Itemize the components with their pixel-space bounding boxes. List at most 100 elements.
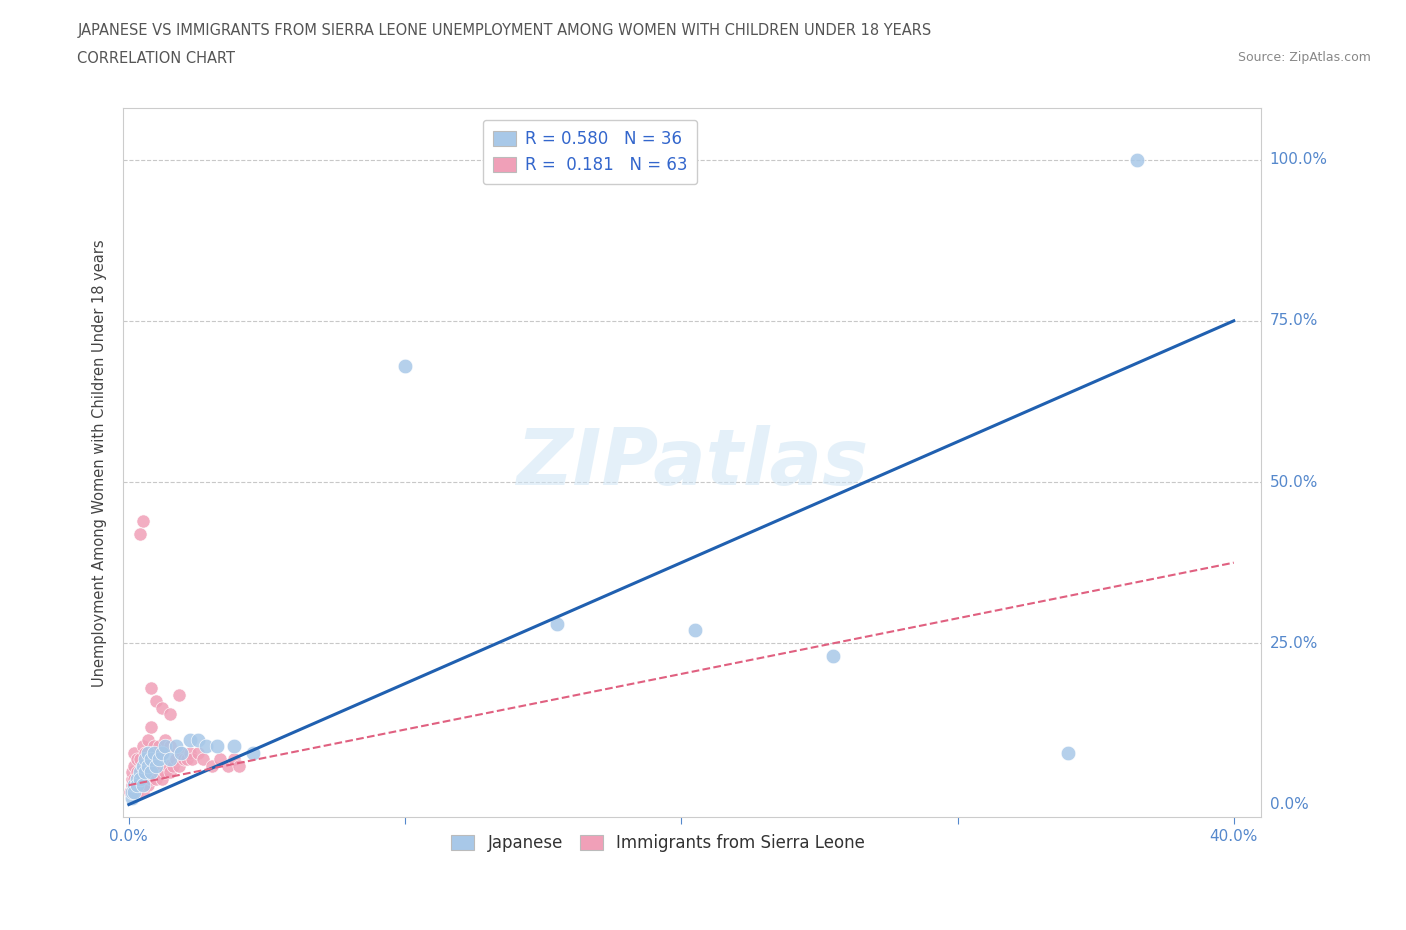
Point	[131, 777, 153, 792]
Point	[150, 700, 173, 715]
Point	[134, 764, 156, 779]
Point	[179, 733, 201, 748]
Point	[139, 752, 162, 767]
Point	[167, 758, 190, 773]
Point	[823, 649, 845, 664]
Point	[124, 784, 146, 799]
Point	[145, 771, 167, 786]
Point	[128, 764, 150, 779]
Point	[150, 771, 173, 786]
Point	[153, 764, 176, 779]
Point	[120, 784, 142, 799]
Text: 50.0%: 50.0%	[1270, 474, 1317, 489]
Point	[242, 746, 264, 761]
Point	[134, 746, 156, 761]
Point	[124, 771, 146, 786]
Point	[546, 617, 568, 631]
Point	[131, 739, 153, 754]
Point	[142, 764, 165, 779]
Text: CORRELATION CHART: CORRELATION CHART	[77, 51, 235, 66]
Point	[159, 764, 181, 779]
Point	[136, 777, 159, 792]
Point	[127, 752, 149, 767]
Point	[150, 746, 173, 761]
Point	[159, 739, 181, 754]
Point	[136, 746, 159, 761]
Point	[121, 777, 143, 792]
Point	[128, 752, 150, 767]
Point	[1057, 746, 1080, 761]
Point	[187, 733, 209, 748]
Text: 100.0%: 100.0%	[1270, 153, 1327, 167]
Y-axis label: Unemployment Among Women with Children Under 18 years: Unemployment Among Women with Children U…	[93, 239, 107, 686]
Point	[148, 739, 170, 754]
Point	[1126, 153, 1149, 167]
Text: Source: ZipAtlas.com: Source: ZipAtlas.com	[1237, 51, 1371, 64]
Point	[187, 746, 209, 761]
Point	[148, 764, 170, 779]
Point	[136, 733, 159, 748]
Point	[136, 758, 159, 773]
Point	[205, 739, 228, 754]
Text: 0.0%: 0.0%	[1270, 797, 1309, 812]
Point	[145, 746, 167, 761]
Point	[159, 752, 181, 767]
Point	[139, 764, 162, 779]
Text: JAPANESE VS IMMIGRANTS FROM SIERRA LEONE UNEMPLOYMENT AMONG WOMEN WITH CHILDREN : JAPANESE VS IMMIGRANTS FROM SIERRA LEONE…	[77, 23, 932, 38]
Point	[128, 526, 150, 541]
Text: ZIPatlas: ZIPatlas	[516, 425, 869, 500]
Point	[217, 758, 239, 773]
Point	[145, 758, 167, 773]
Point	[134, 752, 156, 767]
Point	[127, 784, 149, 799]
Point	[165, 739, 187, 754]
Point	[124, 746, 146, 761]
Point	[127, 771, 149, 786]
Point	[176, 752, 198, 767]
Point	[683, 623, 706, 638]
Point	[121, 771, 143, 786]
Point	[139, 720, 162, 735]
Point	[121, 764, 143, 779]
Point	[134, 764, 156, 779]
Point	[170, 746, 193, 761]
Point	[159, 707, 181, 722]
Text: 75.0%: 75.0%	[1270, 313, 1317, 328]
Point	[121, 790, 143, 805]
Point	[142, 739, 165, 754]
Point	[127, 777, 149, 792]
Point	[128, 764, 150, 779]
Point	[148, 752, 170, 767]
Point	[136, 758, 159, 773]
Point	[394, 359, 416, 374]
Point	[139, 752, 162, 767]
Point	[167, 687, 190, 702]
Point	[156, 758, 179, 773]
Point	[228, 758, 250, 773]
Point	[127, 777, 149, 792]
Point	[134, 777, 156, 792]
Point	[124, 758, 146, 773]
Point	[195, 739, 218, 754]
Point	[131, 758, 153, 773]
Legend: Japanese, Immigrants from Sierra Leone: Japanese, Immigrants from Sierra Leone	[444, 828, 872, 858]
Point	[162, 758, 184, 773]
Point	[179, 746, 201, 761]
Point	[142, 746, 165, 761]
Point	[150, 746, 173, 761]
Text: 25.0%: 25.0%	[1270, 636, 1317, 651]
Point	[128, 771, 150, 786]
Point	[121, 784, 143, 799]
Point	[153, 733, 176, 748]
Point	[201, 758, 224, 773]
Point	[128, 777, 150, 792]
Point	[173, 752, 195, 767]
Point	[131, 771, 153, 786]
Point	[131, 758, 153, 773]
Point	[208, 752, 231, 767]
Point	[181, 752, 204, 767]
Point	[165, 752, 187, 767]
Point	[145, 694, 167, 709]
Point	[127, 764, 149, 779]
Point	[139, 681, 162, 696]
